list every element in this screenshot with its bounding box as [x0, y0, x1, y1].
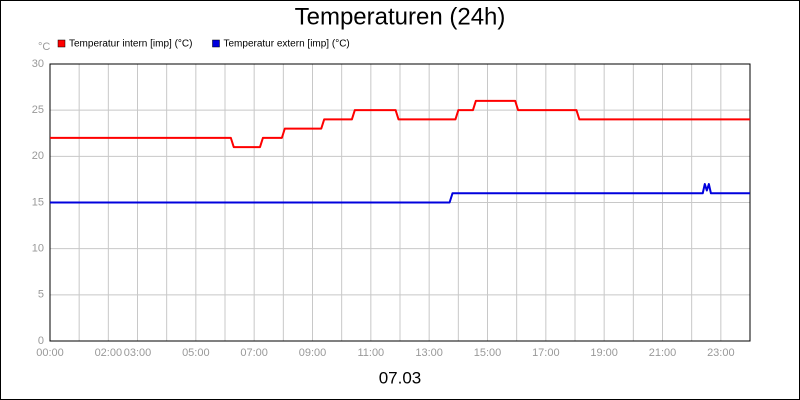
series-line [50, 183, 750, 204]
y-tick-label: 5 [38, 289, 44, 301]
series-line [50, 99, 750, 149]
x-axis-label: 07.03 [379, 368, 422, 387]
x-tick-label: 11:00 [357, 347, 384, 359]
y-tick-label: 30 [32, 58, 44, 70]
y-tick-label: 0 [38, 335, 44, 347]
x-tick-label: 05:00 [182, 347, 210, 359]
x-tick-label: 00:00 [36, 347, 64, 359]
x-tick-label: 02:00 [95, 347, 123, 359]
chart-title: Temperaturen (24h) [295, 3, 506, 30]
x-tick-label: 13:00 [415, 347, 443, 359]
legend-swatch [212, 39, 220, 48]
x-tick-label: 15:00 [474, 347, 502, 359]
x-tick-label: 23:00 [707, 347, 735, 359]
x-tick-label: 07:00 [240, 347, 268, 359]
y-axis-label: °C [38, 41, 50, 53]
y-tick-label: 25 [32, 104, 44, 116]
y-tick-label: 15 [32, 196, 44, 208]
x-tick-label: 21:00 [649, 347, 677, 359]
x-tick-label: 03:00 [124, 347, 152, 359]
legend-label: Temperatur extern [imp] (°C) [223, 39, 349, 50]
x-tick-label: 19:00 [590, 347, 618, 359]
legend-label: Temperatur intern [imp] (°C) [69, 39, 192, 50]
x-tick-label: 09:00 [299, 347, 327, 359]
y-tick-label: 10 [32, 243, 44, 255]
x-tick-label: 17:00 [532, 347, 560, 359]
legend-swatch [57, 39, 66, 48]
y-tick-label: 20 [32, 150, 44, 162]
